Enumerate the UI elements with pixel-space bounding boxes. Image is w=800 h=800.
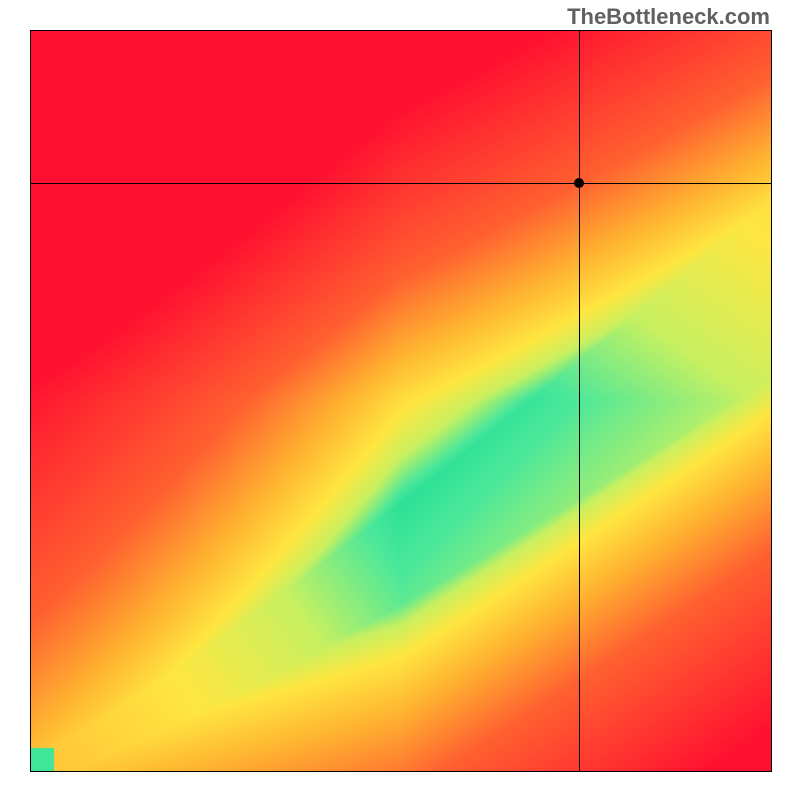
crosshair-marker: [574, 178, 584, 188]
heatmap-chart: [30, 30, 772, 772]
chart-container: TheBottleneck.com: [0, 0, 800, 800]
heatmap-canvas: [31, 31, 771, 771]
crosshair-horizontal: [31, 183, 771, 184]
watermark-label: TheBottleneck.com: [567, 4, 770, 30]
crosshair-vertical: [579, 31, 580, 771]
